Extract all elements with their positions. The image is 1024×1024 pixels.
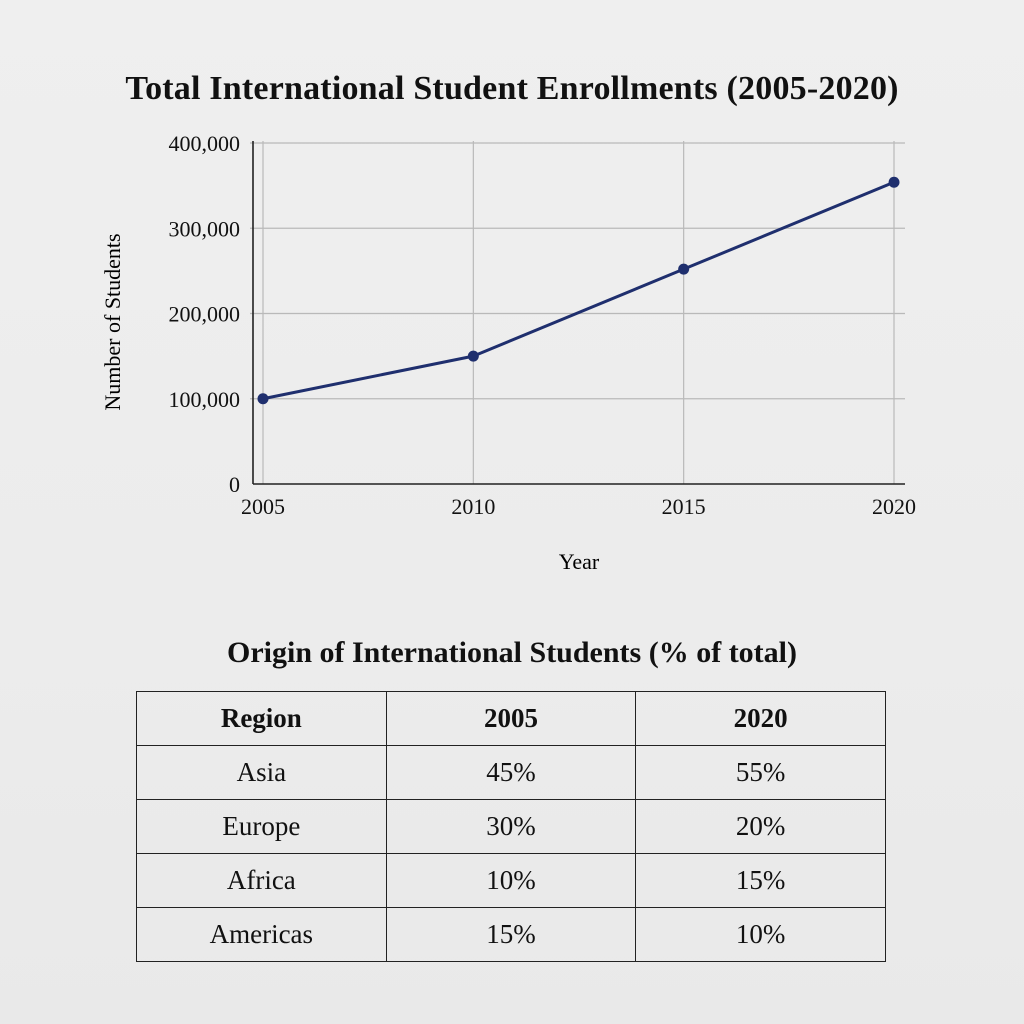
- tick-labels: 0 100,000 200,000 300,000 400,000 2005 2010 201…: [169, 131, 917, 519]
- data-point: [888, 176, 900, 188]
- table-cell-region: Africa: [136, 853, 387, 908]
- axes: [252, 141, 905, 485]
- series: [257, 176, 900, 405]
- y-axis-label: Number of Students: [100, 233, 125, 410]
- table-cell-region: Asia: [136, 745, 387, 800]
- chart-title: Total International Student Enrollments …: [125, 70, 899, 107]
- y-tick-label: 300,000: [169, 216, 241, 241]
- column-header-2020: 2020: [635, 691, 886, 746]
- x-tick-label: 2010: [451, 494, 495, 519]
- table-cell-2005: 30%: [385, 799, 637, 854]
- y-tick-label: 0: [229, 472, 240, 497]
- table-header-row: Region 2005 2020: [136, 691, 886, 746]
- table-cell-2020: 20%: [635, 799, 886, 854]
- y-tick-label: 100,000: [169, 387, 241, 412]
- table-cell-2005: 15%: [385, 907, 637, 962]
- origin-table: Region 2005 2020 Asia 45% 55% Europe 30%…: [136, 691, 886, 962]
- table-cell-2020: 15%: [635, 853, 886, 908]
- column-header-2005: 2005: [385, 691, 637, 746]
- column-header-region: Region: [136, 691, 387, 746]
- table-cell-2005: 45%: [385, 745, 637, 800]
- x-axis-label: Year: [559, 549, 600, 574]
- table-cell-region: Europe: [136, 799, 387, 854]
- x-tick-label: 2020: [872, 494, 916, 519]
- line-chart: 0 100,000 200,000 300,000 400,000 2005 2010 201…: [100, 131, 917, 574]
- data-point: [257, 393, 269, 405]
- table-cell-2020: 55%: [635, 745, 886, 800]
- data-point: [678, 263, 690, 275]
- table-cell-region: Americas: [136, 907, 387, 962]
- data-point: [467, 350, 479, 362]
- x-tick-label: 2015: [662, 494, 706, 519]
- y-tick-label: 400,000: [169, 131, 241, 156]
- table-row: Africa 10% 15%: [136, 853, 886, 908]
- table-row: Asia 45% 55%: [136, 745, 886, 800]
- table-row: Europe 30% 20%: [136, 799, 886, 854]
- series-line: [261, 180, 896, 401]
- table-cell-2020: 10%: [635, 907, 886, 962]
- table-title: Origin of International Students (% of t…: [227, 636, 797, 669]
- y-tick-label: 200,000: [169, 302, 241, 327]
- x-tick-label: 2005: [241, 494, 285, 519]
- table-cell-2005: 10%: [385, 853, 637, 908]
- table-row: Americas 15% 10%: [136, 907, 886, 962]
